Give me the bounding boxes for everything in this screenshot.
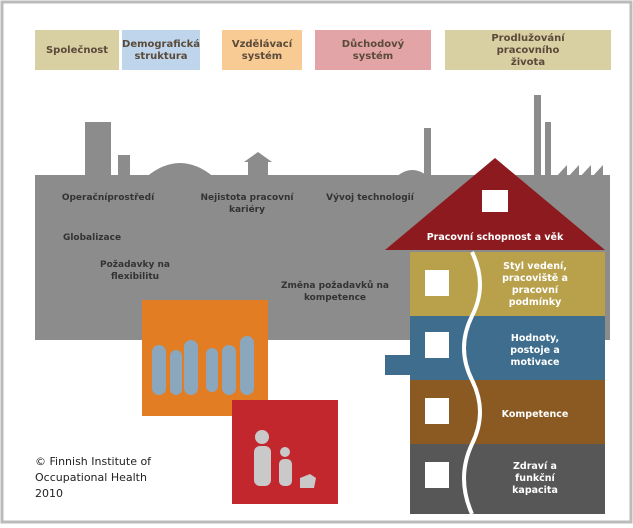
header-box [315, 30, 431, 70]
hb-text: Společnost [46, 44, 108, 56]
diagram: SpolečnostDemografickástrukturaVzdělávac… [0, 0, 633, 524]
wl-text: Kompetence [502, 409, 569, 420]
header-box [222, 30, 302, 70]
gl-text: Globalizace [63, 233, 121, 243]
header-box [122, 30, 200, 70]
wl-text: Pracovní schopnost a věk [427, 232, 564, 243]
gl-text: Vývoj technologií [326, 193, 415, 203]
floor-extension [385, 355, 411, 375]
window [482, 190, 508, 212]
gl-text: Operačníprostředí [62, 192, 155, 203]
